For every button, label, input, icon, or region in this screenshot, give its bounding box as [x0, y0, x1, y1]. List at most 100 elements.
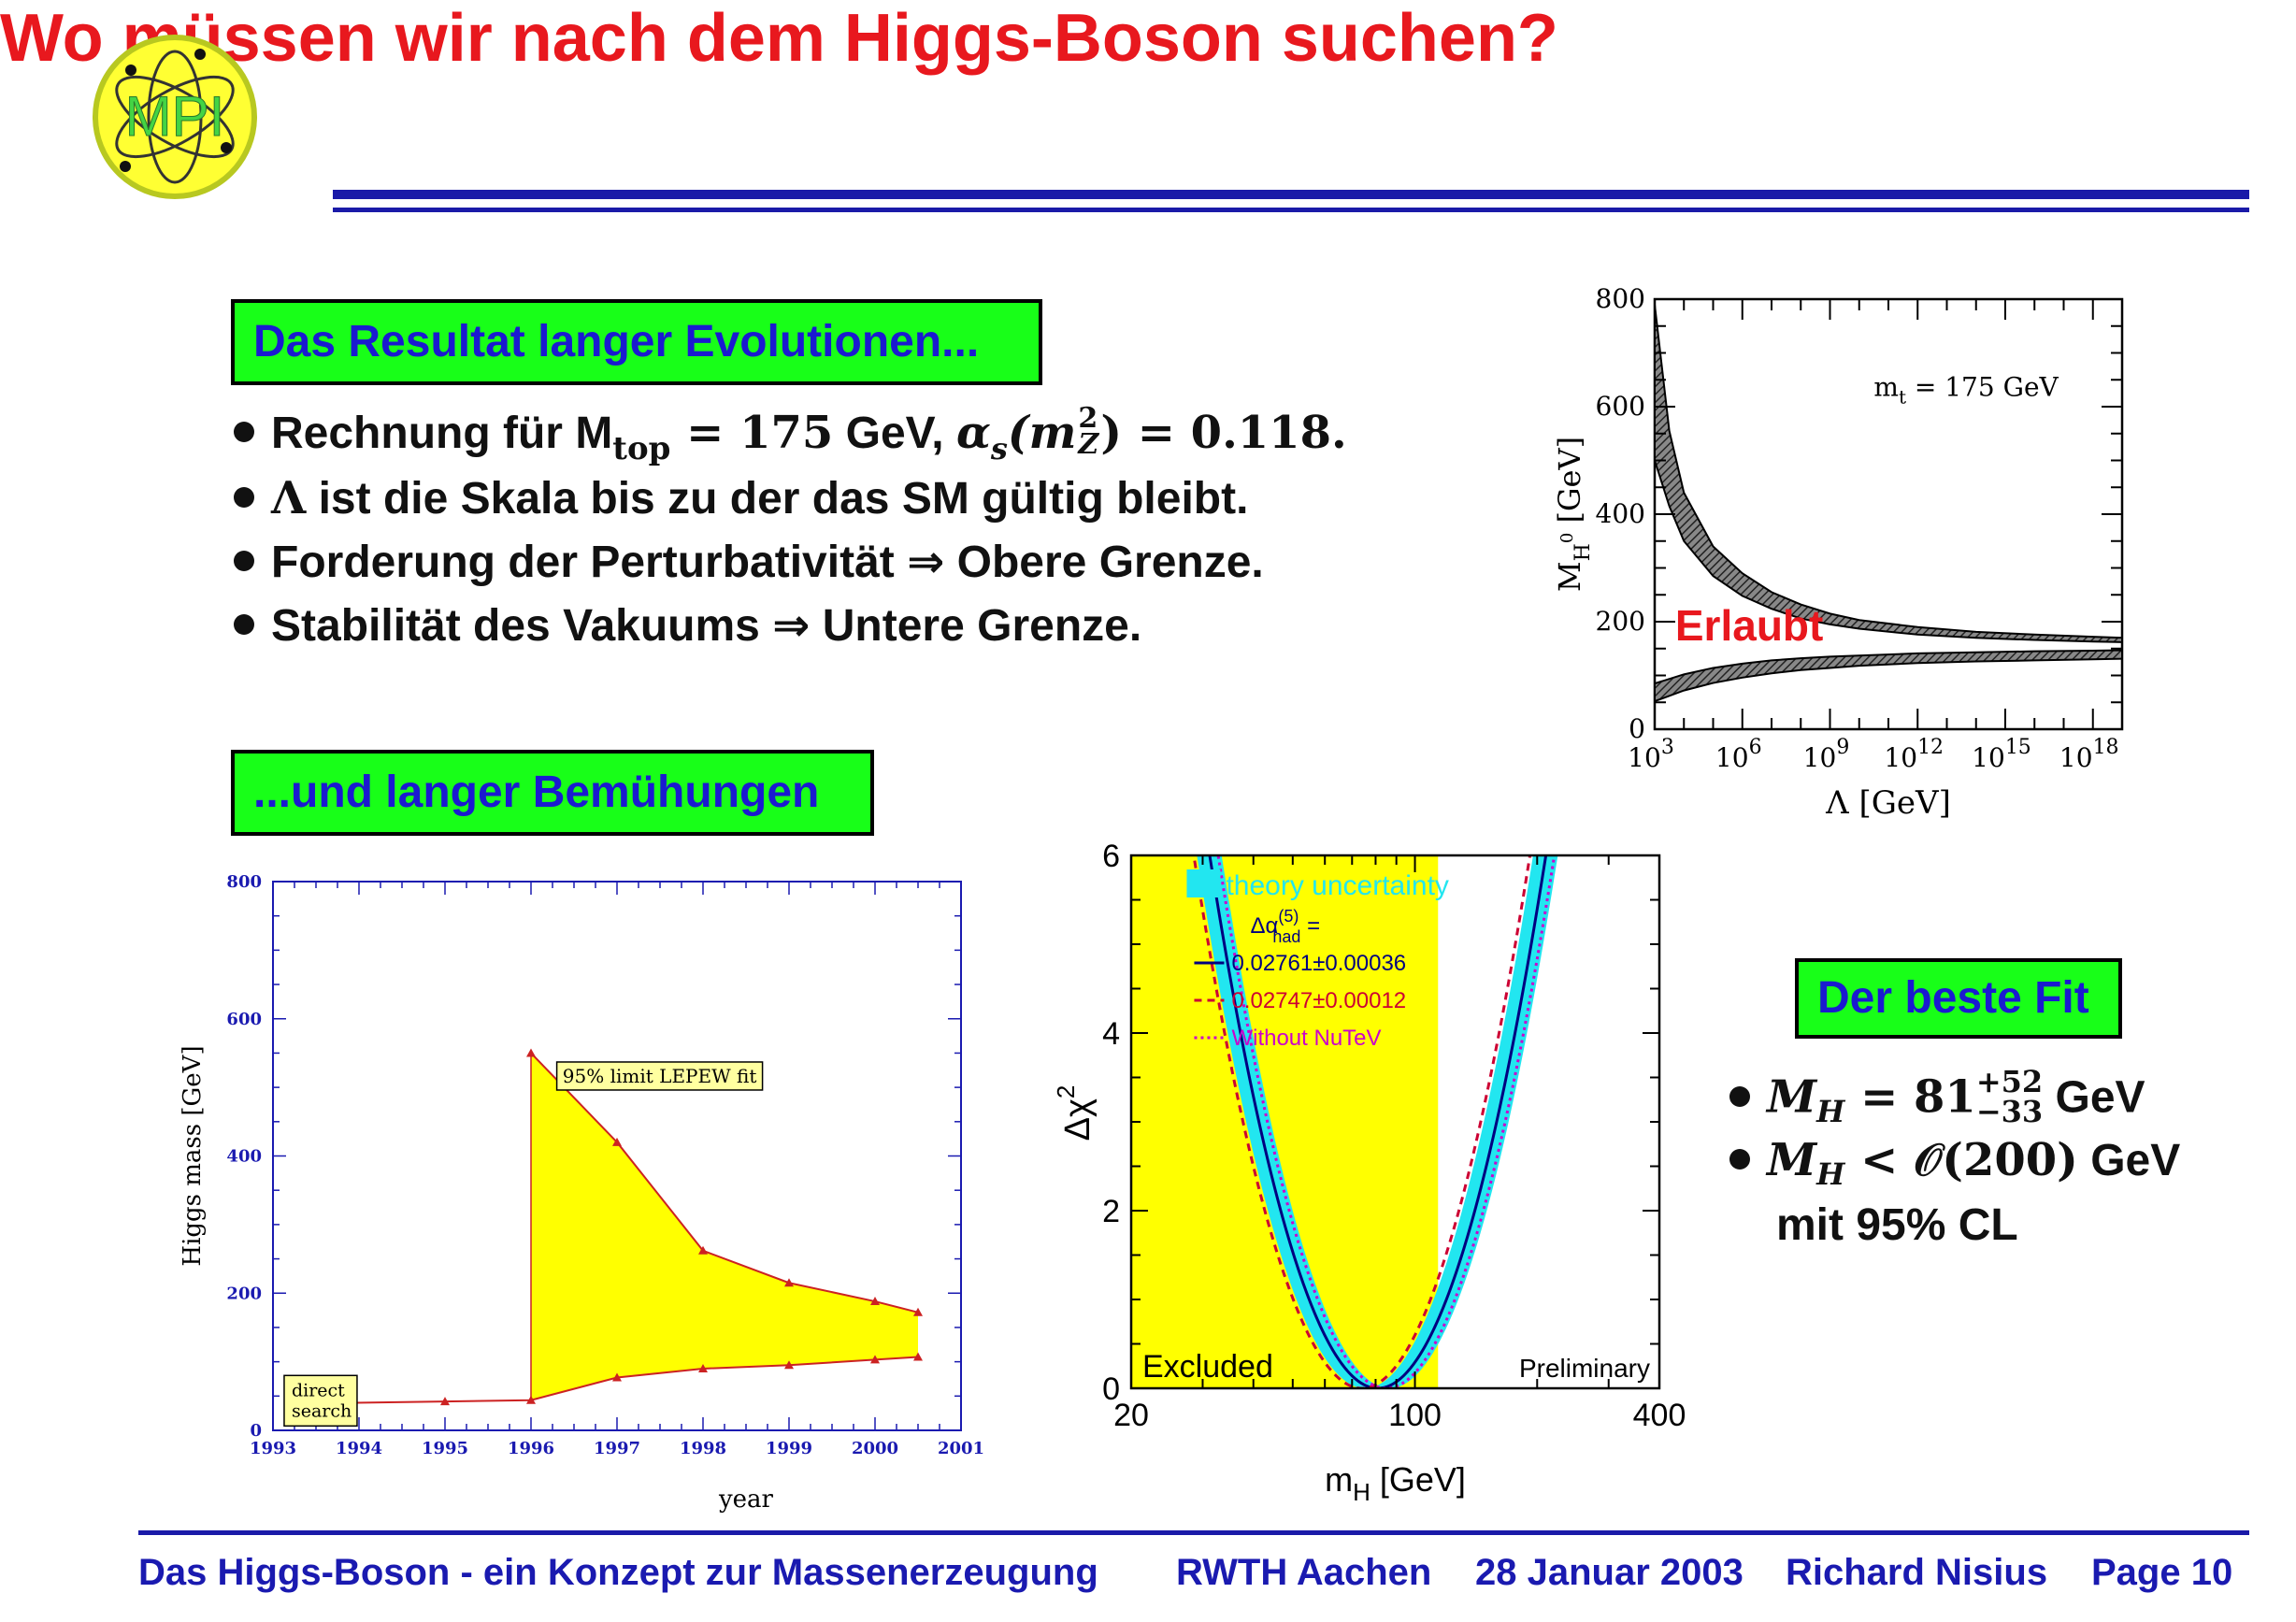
- direct-search-line-point: [870, 1355, 880, 1364]
- direct-search-line-point: [440, 1397, 450, 1406]
- bullet-perturbativity: Forderung der Perturbativität ⇒ Obere Gr…: [234, 536, 1264, 588]
- y-tick-label: 4: [1102, 1016, 1120, 1052]
- x-tick-label: 1996: [508, 1439, 554, 1458]
- excluded-region: [1131, 855, 1439, 1388]
- x-tick-label: 1995: [422, 1439, 468, 1458]
- y-axis-label: Higgs mass [GeV]: [179, 1045, 207, 1266]
- y-tick-label: 2: [1102, 1194, 1120, 1229]
- logo-text: MPI: [125, 85, 225, 148]
- x-tick-label: 1012: [1884, 736, 1944, 773]
- bullet-dot: [234, 422, 254, 443]
- direct-search-line-point: [698, 1363, 708, 1372]
- x-tick-label: 106: [1715, 736, 1762, 773]
- mpi-logo: MPI: [93, 35, 257, 199]
- top-mass-annotation: mt = 175 GeV: [1873, 372, 2059, 409]
- footer-rule: [138, 1530, 2249, 1535]
- x-tick-label: 1015: [1972, 736, 2031, 773]
- x-axis-label: Λ [GeV]: [1825, 784, 1951, 822]
- y-tick-label: 800: [226, 872, 262, 892]
- legend-label-3: Without NuTeV: [1231, 1026, 1381, 1051]
- footer-talk-title: Das Higgs-Boson - ein Konzept zur Massen…: [138, 1552, 1098, 1593]
- x-tick-label: 1994: [336, 1439, 382, 1458]
- footer-place: RWTH Aachen: [1176, 1552, 1432, 1593]
- section-heading-evolution: Das Resultat langer Evolutionen...: [231, 299, 1042, 385]
- footer-date: 28 Januar 2003: [1475, 1552, 1744, 1593]
- x-tick-label: 1018: [2059, 736, 2119, 773]
- plot-area: [1131, 855, 1558, 1388]
- x-tick-label: 1998: [680, 1439, 726, 1458]
- bullet-calculation: Rechnung für Mtop = 175 GeV, αs(m 2 Z) = 0…: [234, 405, 1347, 467]
- x-tick-label: 1997: [594, 1439, 640, 1458]
- excluded-label: Excluded: [1142, 1349, 1273, 1385]
- lepew-limit-line-point: [913, 1307, 923, 1316]
- x-tick-label: 1993: [250, 1439, 296, 1458]
- lambda-bounds-chart: 0 200 400 600 800 103 106 109 1012 1015 1018 Λ [GeV…: [1552, 283, 2124, 822]
- upper-bound-band: [1654, 304, 2123, 643]
- lepew-label-box: [555, 1061, 764, 1091]
- bullet-dot: [234, 551, 254, 572]
- y-tick-label: 6: [1102, 839, 1120, 874]
- direct-search-label-line2: search: [292, 1400, 352, 1421]
- x-tick-label: 2000: [852, 1439, 898, 1458]
- lepew-limit-line-point: [698, 1245, 708, 1255]
- title-rule-thin: [333, 208, 2249, 212]
- footer: Das Higgs-Boson - ein Konzept zur Massen…: [0, 1552, 2296, 1608]
- lepew-limit-line-point: [612, 1137, 622, 1146]
- y-tick-label: 400: [226, 1147, 262, 1167]
- direct-search-label-box: [283, 1374, 358, 1428]
- x-tick-label: 103: [1628, 736, 1674, 773]
- y-tick-label: 600: [1596, 391, 1645, 422]
- direct-search-line: [350, 1356, 919, 1404]
- x-tick-label: 1999: [766, 1439, 812, 1458]
- bullet-lambda: Λ ist die Skala bis zu der das SM gültig…: [234, 472, 1248, 524]
- y-tick-label: 800: [1596, 283, 1645, 314]
- direct-search-line-point: [784, 1360, 794, 1370]
- y-tick-label: 200: [1596, 606, 1645, 637]
- y-axis-label: MH0 [GeV]: [1552, 437, 1595, 592]
- x-tick-label: 2001: [938, 1439, 984, 1458]
- y-tick-label: 200: [226, 1284, 262, 1303]
- delta-chi2-chart: 20 100 400 0 2 4 6 mH [GeV] Δχ2 Excluded Prelimina…: [1052, 839, 1686, 1506]
- y-tick-label: 600: [226, 1010, 262, 1029]
- x-tick-label: 109: [1803, 736, 1850, 773]
- bullet-dot: [234, 614, 254, 636]
- chi2-curve-1: [1208, 855, 1548, 1388]
- y-tick-label: 400: [1596, 498, 1645, 529]
- y-axis-label: Δχ2: [1052, 1085, 1098, 1141]
- title-rule-thick: [333, 190, 2249, 199]
- y-tick-label: 0: [1629, 713, 1645, 744]
- lower-bound-band: [1654, 649, 2123, 703]
- preliminary-label: Preliminary: [1519, 1354, 1650, 1383]
- y-tick-label: 0: [1102, 1371, 1120, 1407]
- section-heading-efforts: ...und langer Bemühungen: [231, 750, 874, 836]
- bullet-dot: [1729, 1149, 1750, 1170]
- lepew-limit-line-point: [784, 1278, 794, 1287]
- bullet-mass-limit: MH < 𝒪(200) GeV: [1729, 1134, 2180, 1192]
- lepew-limit-line-point: [526, 1048, 536, 1057]
- limit-fill-area: [531, 1053, 918, 1400]
- legend-label-2: 0.02747±0.00012: [1231, 988, 1406, 1013]
- page-title: Wo müssen wir nach dem Higgs-Boson suche…: [0, 1, 1558, 76]
- direct-search-line-point: [913, 1352, 923, 1361]
- lepew-limit-line-point: [870, 1297, 880, 1306]
- bullet-best-fit-mass: MH = 81 +52 −33 GeV: [1729, 1067, 2145, 1130]
- y-tick-label: 0: [250, 1421, 262, 1441]
- bullet-stability: Stabilität des Vakuums ⇒ Untere Grenze.: [234, 599, 1141, 652]
- x-axis-label: year: [718, 1486, 774, 1514]
- legend-label-1: 0.02761±0.00036: [1231, 951, 1406, 976]
- lepew-limit-line: [530, 1052, 919, 1313]
- allowed-region-label: Erlaubt: [1675, 601, 1823, 650]
- direct-search-line-point: [526, 1395, 536, 1404]
- bullet-dot: [1729, 1086, 1750, 1107]
- theory-uncertainty-band: [1197, 855, 1558, 1388]
- footer-page: Page 10: [2091, 1552, 2233, 1593]
- x-tick-label: 100: [1388, 1398, 1442, 1433]
- x-tick-label: 20: [1113, 1398, 1149, 1433]
- x-axis-label: mH [GeV]: [1325, 1460, 1466, 1506]
- legend-alpha-label: Δα(5) had =: [1250, 907, 1320, 946]
- direct-search-label-line1: direct: [292, 1380, 345, 1400]
- higgs-limit-history-chart: 1993 1994 1995 1996 1997 1998 1999 2000 2001 0 200…: [179, 872, 984, 1514]
- legend-band-label: theory uncertainty: [1226, 870, 1448, 901]
- section-heading-best-fit: Der beste Fit: [1795, 958, 2122, 1039]
- lepew-label: 95% limit LEPEW fit: [563, 1065, 757, 1087]
